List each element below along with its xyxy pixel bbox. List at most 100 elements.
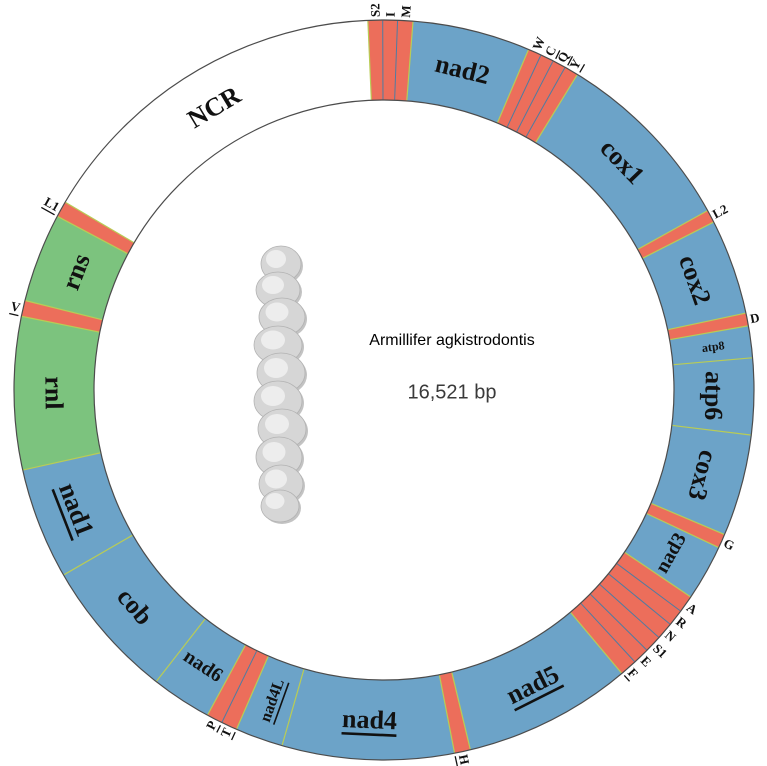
segment-trnA	[616, 552, 691, 612]
divider-trnW	[496, 49, 529, 123]
divider-trnN	[608, 573, 671, 625]
segment-trnV	[21, 300, 103, 333]
segment-trnL2	[637, 210, 714, 259]
worm-highlight	[265, 302, 289, 322]
divider-trnV	[21, 315, 100, 333]
label-trnM: M	[398, 5, 414, 18]
divider-nad1	[63, 534, 133, 576]
divider-trnL2	[637, 210, 708, 250]
divider-nad2	[406, 21, 414, 101]
segment-nad3	[624, 513, 719, 597]
segment-trnM	[394, 20, 414, 101]
divider-trnP	[221, 650, 258, 723]
segment-cox2	[642, 222, 746, 330]
segment-trnD	[667, 313, 749, 340]
worm-highlight	[261, 330, 285, 350]
divider-trnS1	[599, 584, 659, 638]
genome-size-label: 16,521 bp	[407, 381, 497, 404]
divider-cox2	[642, 221, 714, 259]
segment-trnY	[525, 67, 578, 143]
segment-nad2	[406, 21, 529, 124]
label-trnV: V	[9, 298, 22, 315]
segment-cox1	[535, 74, 708, 250]
divider-cox3	[672, 424, 751, 436]
ring-outline	[13, 19, 755, 761]
divider-nad4L	[281, 669, 305, 746]
divider-rns	[25, 300, 103, 321]
segment-trnG	[646, 503, 725, 548]
outer-circle	[13, 19, 755, 761]
label-trnI: I	[383, 12, 398, 17]
segment-trnF	[570, 603, 635, 674]
segment-trnS1	[590, 584, 659, 651]
segment-trnR	[608, 563, 681, 625]
segment-trnH	[439, 671, 471, 754]
organism-image	[253, 245, 308, 524]
divider-nad5	[570, 612, 622, 674]
divider-trnS2	[367, 20, 372, 100]
segment-trnP	[207, 644, 257, 723]
segment-rnl	[14, 316, 101, 471]
divider-nad3	[646, 513, 719, 548]
segment-trnC	[507, 54, 554, 133]
segment-atp8	[669, 325, 753, 365]
segment-nad4	[282, 668, 455, 760]
divider-trnQ	[516, 61, 554, 132]
segment-nad6	[156, 618, 246, 716]
divider-trnH	[451, 672, 471, 750]
segment-atp6	[671, 357, 754, 436]
segment-cob	[63, 535, 206, 682]
divider-nad6	[207, 645, 246, 715]
segment-trnT	[221, 650, 269, 730]
divider-trnC	[506, 55, 542, 128]
segment-trnS2	[367, 20, 383, 101]
divider-atp8	[670, 325, 748, 341]
segment-trnI	[382, 20, 398, 101]
label-nad4: nad4	[342, 704, 398, 735]
divider-trnE	[590, 594, 647, 651]
segment-cox3	[650, 425, 752, 535]
worm-highlight	[262, 442, 286, 462]
segment-NCR	[65, 20, 372, 243]
label-trnS2: S2	[367, 3, 382, 17]
divider-trnY	[525, 67, 566, 137]
segments	[14, 20, 754, 760]
segment-trnW	[497, 49, 541, 128]
worm-highlight	[265, 469, 287, 489]
worm-highlight	[266, 250, 286, 268]
label-trnW: W	[529, 34, 548, 52]
divider-trnL1	[57, 216, 128, 255]
worm-highlight	[264, 358, 288, 378]
label-trnD: D	[749, 310, 761, 327]
segment-trnN	[599, 573, 671, 638]
divider-rnl	[23, 452, 101, 471]
inner-circle	[93, 99, 675, 681]
label-atp6: atp6	[699, 371, 729, 421]
segment-dividers	[21, 20, 753, 753]
divider-trnG	[651, 502, 725, 535]
species-name: Armillifer agkistrodontis	[369, 332, 535, 349]
segment-nad1	[22, 452, 133, 575]
segment-rns	[24, 216, 128, 320]
divider-atp6	[673, 357, 753, 366]
label-rnl: rnl	[39, 376, 68, 409]
segment-trnL1	[57, 202, 135, 254]
label-trnL1: L1	[42, 194, 63, 215]
worm-highlight	[265, 414, 289, 434]
divider-nad4	[438, 675, 456, 753]
worm-highlight	[261, 386, 285, 406]
divider-trnT	[236, 656, 269, 730]
segment-nad4L	[236, 655, 305, 746]
divider-trnF	[580, 603, 635, 662]
segment-nad5	[451, 612, 622, 750]
divider-cox1	[535, 74, 578, 143]
divider-cob	[156, 618, 206, 682]
label-trnH: H	[456, 753, 473, 766]
worm-highlight	[265, 493, 285, 509]
divider-trnA	[624, 552, 691, 598]
label-atp8: atp8	[701, 338, 725, 355]
label-trnG: G	[721, 535, 736, 553]
worm-highlight	[262, 276, 284, 294]
